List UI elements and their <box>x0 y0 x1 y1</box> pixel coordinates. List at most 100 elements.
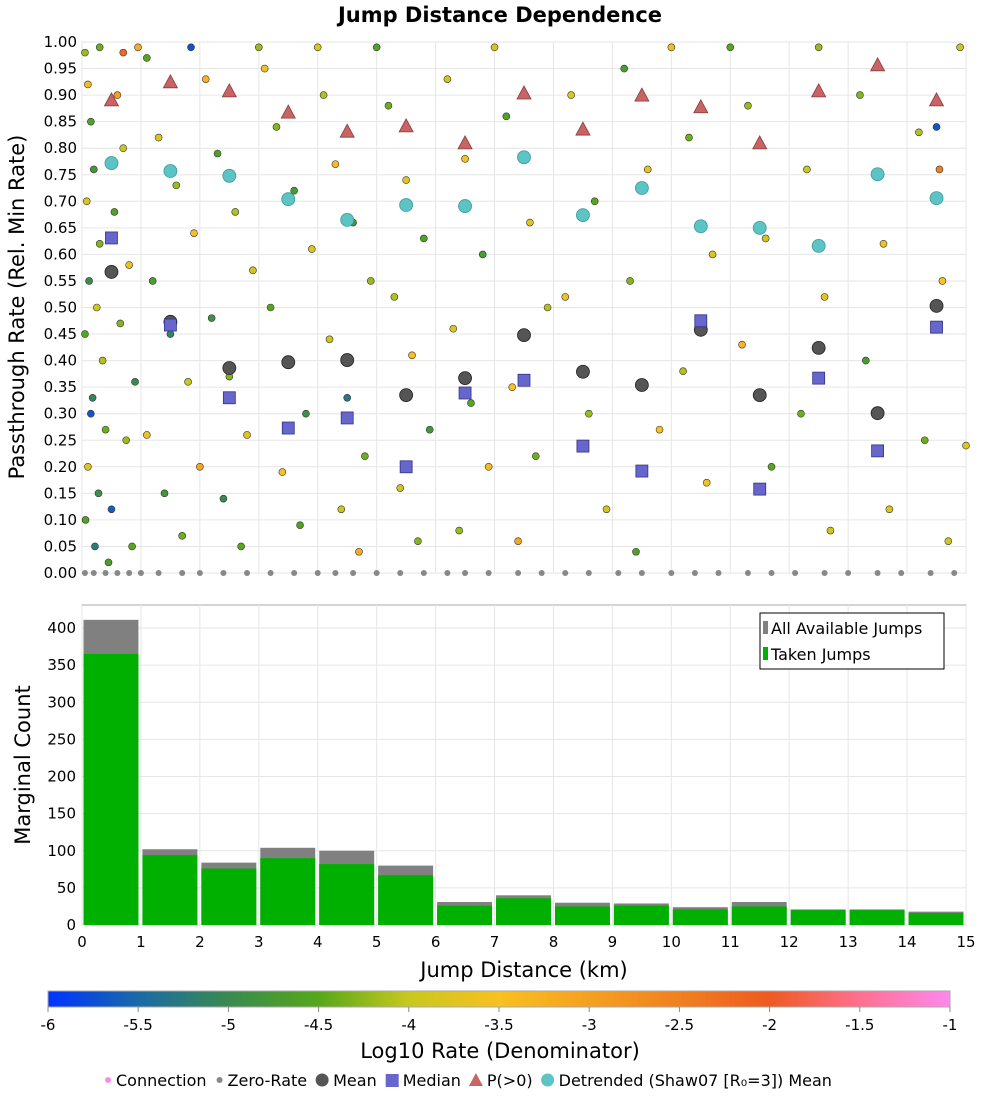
connection-point <box>738 340 746 349</box>
p-positive-marker <box>398 118 414 133</box>
connection-point <box>667 43 676 52</box>
connection-point <box>567 91 575 99</box>
detrended-mean-marker <box>222 168 237 183</box>
y-tick-label: 0.25 <box>44 431 77 449</box>
zero-rate-point <box>668 570 675 576</box>
connection-point <box>420 234 428 243</box>
zero-rate-point <box>373 570 380 576</box>
legend-item-label: P(>0) <box>487 1071 533 1090</box>
mean-marker <box>281 355 296 370</box>
connection-point <box>478 250 487 259</box>
y-tick-label: 0.40 <box>44 352 77 370</box>
connection-point <box>119 48 128 57</box>
y-tick-label: 200 <box>47 768 76 786</box>
bar-taken <box>378 875 434 925</box>
connection-point <box>932 123 941 131</box>
zero-rate-point <box>332 570 339 576</box>
y-tick-label: 0.90 <box>44 86 77 104</box>
zero-rate-point <box>137 570 144 576</box>
zero-rate-point <box>951 570 958 576</box>
connection-point <box>237 542 245 551</box>
connection-point <box>313 43 322 52</box>
bar-taken <box>496 898 551 925</box>
connection-point <box>172 181 181 190</box>
colorbar: -6 -5.5 -5 -4.5 -4 -3.5 -3 -2.5 -2 -1.5 -1 <box>41 990 957 1034</box>
connection-point <box>467 399 475 407</box>
median-marker <box>517 373 531 387</box>
hist-y-axis-label: Marginal Count <box>11 685 35 844</box>
zero-rate-point <box>845 570 852 576</box>
legend-item-label: Median <box>403 1071 461 1090</box>
connection-point <box>767 462 776 471</box>
connection-point <box>632 547 640 556</box>
colorbar-label: Log10 Rate (Denominator) <box>360 1039 640 1063</box>
connection-point <box>425 425 434 434</box>
connection-point <box>372 43 381 52</box>
detrended-mean-marker <box>458 199 472 213</box>
legend-item: Connection <box>105 1071 207 1090</box>
p-positive-marker <box>869 56 886 72</box>
median-marker <box>576 439 590 453</box>
legend-dot-icon <box>216 1077 223 1083</box>
connection-point <box>803 165 811 174</box>
x-tick-label: 4 <box>313 933 323 951</box>
connection-point <box>761 234 770 243</box>
zero-rate-point <box>898 570 905 576</box>
legend-item: Detrended (Shaw07 [R₀=3]) Mean <box>541 1071 832 1090</box>
p-positive-marker <box>103 92 120 107</box>
x-tick-label: 5 <box>372 933 382 951</box>
bar-taken <box>554 906 610 925</box>
connection-point <box>879 239 888 248</box>
connection-point <box>708 250 717 259</box>
y-tick-label: 150 <box>47 805 76 823</box>
y-tick-label: 0 <box>66 916 76 934</box>
connection-point <box>685 133 693 142</box>
zero-rate-point <box>768 570 775 576</box>
connection-point <box>390 293 399 301</box>
connection-point <box>643 165 652 174</box>
connection-point <box>143 54 151 62</box>
mean-marker <box>929 299 944 313</box>
connection-point <box>104 558 113 567</box>
x-tick-label: 15 <box>956 933 975 951</box>
connection-point <box>726 43 735 52</box>
connection-point <box>296 521 304 530</box>
y-tick-label: 0.55 <box>44 272 77 290</box>
colorbar-tick-label: -3 <box>582 1016 597 1034</box>
zero-rate-point <box>691 570 698 576</box>
median-marker <box>222 391 236 405</box>
connection-point <box>561 293 570 301</box>
connection-point <box>543 303 552 312</box>
y-tick-label: 50 <box>57 879 76 897</box>
x-tick-label: 0 <box>77 933 87 951</box>
x-tick-label: 2 <box>195 933 205 951</box>
detrended-mean-marker <box>576 208 590 223</box>
connection-point <box>196 462 204 471</box>
zero-rate-point <box>538 570 545 576</box>
y-tick-label: 0.85 <box>44 113 77 131</box>
connection-point <box>148 277 157 285</box>
bottom-legend: Connection Zero-Rate Mean Median P(>0) Detren… <box>105 1071 832 1090</box>
mean-marker <box>458 371 472 386</box>
detrended-mean-marker <box>929 191 944 206</box>
bar-taken <box>908 913 964 925</box>
x-axis-label: Jump Distance (km) <box>418 958 627 982</box>
connection-point <box>590 197 599 206</box>
scatter-y-axis-label: Passthrough Rate (Rel. Min Rate) <box>5 135 29 480</box>
zero-rate-point <box>102 570 109 576</box>
y-tick-label: 0.70 <box>44 192 77 210</box>
detrended-mean-marker <box>634 181 649 195</box>
connection-point <box>190 229 198 237</box>
connection-point <box>243 431 251 439</box>
chart-title: Jump Distance Dependence <box>336 3 662 27</box>
detrended-mean-marker <box>752 220 767 235</box>
zero-rate-point <box>397 570 404 576</box>
detrended-mean-marker <box>340 212 355 227</box>
connection-point <box>154 133 163 142</box>
x-tick-label: 1 <box>136 933 146 951</box>
connection-point <box>178 532 186 540</box>
zero-rate-point <box>485 570 492 576</box>
connection-point <box>84 80 92 89</box>
mean-marker <box>634 378 649 392</box>
